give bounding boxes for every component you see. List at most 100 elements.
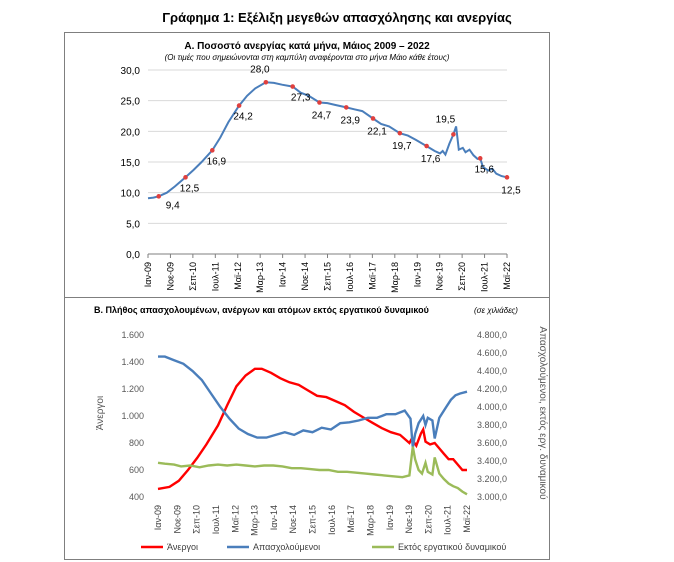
chart-a-x-tick-label: Μαϊ-17	[367, 262, 377, 290]
chart-a-markers: 9,412,516,924,228,027,324,7 23,922,119,71…	[156, 64, 521, 211]
chart-b-right-tick-label: 4.200,0	[477, 384, 507, 394]
chart-b-right-tick-label: 4.000,0	[477, 402, 507, 412]
chart-a-x-tick-label: Ιαν-14	[278, 262, 288, 287]
chart-a-marker-2016.4	[343, 105, 349, 110]
chart-a-data-label: 28,0	[250, 64, 270, 75]
chart-a-y-axis: 0,0 5,0 10,0 15,0 20,0 25,0 30,0	[121, 66, 141, 261]
chart-b-series-εκτός-εργατικού-δυναμικού	[157, 446, 468, 496]
chart-a-title: Α. Ποσοστό ανεργίας κατά μήνα, Μάιος 200…	[184, 41, 430, 52]
chart-b-x-tick-label: Ιαν-19	[385, 505, 395, 530]
chart-b-x-axis: Ιαν-09 Νοε-09 Σεπ-10 Ιουλ-11 Μαϊ-12 Μαρ-13 Ιαν…	[153, 505, 472, 536]
chart-b-x-tick-label: Ιουλ-11	[211, 505, 221, 534]
chart-b-x-tick-label: Ιαν-09	[153, 505, 163, 530]
chart-a-x-tick-label: Σεπ-15	[323, 262, 333, 291]
chart-a-marker-2022.4	[504, 175, 510, 180]
chart-b-x-tick-label: Νοε-09	[172, 505, 182, 534]
panel-divider	[64, 297, 550, 298]
chart-a-marker-2012.4	[236, 103, 242, 108]
chart-a-marker-2011.4	[209, 148, 215, 153]
chart-b-right-tick-label: 3.600,0	[477, 438, 507, 448]
chart-b-right-axis: 3.000,0 3.200,0 3.400,0 3.600,0 3.800,0 4.000…	[477, 330, 507, 502]
chart-b-right-tick-label: 3.800,0	[477, 420, 507, 430]
chart-b-x-tick-label: Ιουλ-16	[327, 505, 337, 535]
chart-b-right-tick-label: 3.200,0	[477, 474, 507, 484]
chart-a-marker-2013.4	[263, 79, 269, 85]
chart-a-x-tick-label: Νοε-19	[435, 262, 445, 291]
chart-a-subtitle: (Οι τιμές που σημειώνονται στη καμπύλη α…	[165, 53, 450, 62]
chart-a-y-tick-label: 20,0	[121, 127, 141, 138]
chart-b-left-tick-label: 400	[129, 492, 144, 502]
chart-b-x-tick-label: Μαϊ-12	[230, 505, 240, 533]
chart-a-x-tick-label: Ιαν-19	[412, 262, 422, 287]
chart-b-x-tick-label: Μαϊ-22	[462, 505, 472, 533]
chart-b-legend-label: Απασχολούμενοι	[253, 542, 320, 552]
chart-a-marker-2014.4	[290, 84, 295, 89]
chart-a-data-label: 24,2	[233, 112, 253, 123]
chart-a-data-label: 16,9	[207, 156, 227, 167]
chart-b-x-tick-label: Σεπ-15	[308, 505, 318, 534]
chart-b-left-tick-label: 800	[129, 438, 144, 448]
chart-b-left-tick-label: 1.200	[121, 384, 144, 394]
chart-a-y-tick-label: 15,0	[121, 158, 141, 169]
chart-a-x-tick-label: Μαϊ-12	[233, 262, 243, 290]
chart-a-data-label: 23,9	[341, 115, 361, 126]
chart-a-x-tick-label: Μαρ-18	[390, 262, 400, 293]
chart-a-x-tick-label: Νοε-09	[165, 262, 175, 291]
chart-a-y-tick-label: 10,0	[121, 189, 141, 200]
chart-b-x-tick-label: Νοε-19	[404, 505, 414, 534]
chart-a-marker-2009.4	[156, 194, 162, 199]
chart-b-x-tick-label: Μαϊ-17	[346, 505, 356, 533]
chart-a-marker-2021.4	[477, 156, 483, 161]
chart-b-title-note: (σε χιλιάδες)	[474, 306, 518, 315]
chart-frame	[64, 32, 550, 560]
chart-a-x-tick-label: Μαρ-13	[255, 262, 265, 293]
chart-a-x-tick-label: Ιουλ-21	[480, 262, 490, 292]
chart-a-x-tick-label: Ιουλ-16	[345, 262, 355, 292]
chart-b-right-tick-label: 4.400,0	[477, 366, 507, 376]
chart-a-data-label: 19,7	[392, 141, 412, 152]
chart-b-x-tick-label: Ιαν-14	[269, 505, 279, 530]
chart-a-marker-2015.4	[317, 100, 322, 105]
chart-a-x-tick-label: Μαϊ-22	[502, 262, 512, 290]
chart-b-left-axis-label: Άνεργοι	[95, 396, 106, 430]
chart-a-unemployment-rate: Α. Ποσοστό ανεργίας κατά μήνα, Μάιος 200…	[121, 41, 522, 293]
chart-a-marker-2020.4	[451, 132, 456, 137]
chart-a-y-tick-label: 30,0	[121, 66, 141, 77]
chart-b-x-tick-label: Σεπ-20	[423, 505, 433, 534]
chart-a-marker-2019.4	[424, 143, 429, 149]
chart-a-x-tick-label: Σεπ-20	[457, 262, 467, 291]
chart-b-left-tick-label: 1.400	[121, 357, 144, 367]
chart-a-y-tick-label: 25,0	[121, 97, 141, 108]
chart-b-right-tick-label: 4.600,0	[477, 348, 507, 358]
chart-b-right-tick-label: 3.400,0	[477, 456, 507, 466]
chart-a-marker-2017.4	[370, 116, 376, 121]
chart-b-title: Β. Πλήθος απασχολουμένων, ανέργων και ατ…	[94, 305, 429, 315]
chart-a-data-label: 22,1	[367, 126, 387, 137]
chart-a-marker-2010.4	[183, 175, 188, 180]
chart-b-legend-label: Άνεργοι	[167, 542, 198, 552]
chart-b-left-tick-label: 600	[129, 465, 144, 475]
chart-a-x-axis: Ιαν-09 Νοε-09 Σεπ-10 Ιουλ-11 Μαϊ-12 Μαρ-13 Ιαν…	[143, 254, 512, 293]
chart-a-data-label: 12,5	[501, 185, 521, 196]
chart-b-series-απασχολούμενοι	[158, 355, 468, 448]
chart-a-data-label: 17,6	[421, 154, 441, 165]
chart-b-series-άνεργοι	[157, 367, 467, 491]
chart-b-right-tick-label: 3.000,0	[477, 492, 507, 502]
chart-a-x-tick-label: Νοε-14	[300, 262, 310, 291]
chart-a-data-label: 27,3	[291, 93, 311, 104]
chart-a-y-tick-label: 0,0	[126, 250, 140, 261]
chart-b-series-lines	[157, 355, 468, 496]
chart-a-data-label: 15,6	[474, 164, 494, 175]
chart-b-left-tick-label: 1.600	[121, 330, 144, 340]
chart-a-x-tick-label: Σεπ-10	[188, 262, 198, 291]
chart-b-right-axis-label: Απασχολούμενοι, εκτός εργ. δυναμικού	[537, 326, 549, 499]
chart-b-left-axis: 400 600 800 1.000 1.200 1.400 1.600	[121, 330, 144, 502]
chart-a-x-tick-label: Ιαν-09	[143, 262, 153, 287]
chart-a-data-label: 9,4	[166, 200, 180, 211]
chart-b-x-tick-label: Σεπ-10	[192, 505, 202, 534]
chart-b-x-tick-label: Νοε-14	[288, 505, 298, 534]
chart-a-data-label: 19,5	[436, 114, 456, 125]
chart-b-left-tick-label: 1.000	[121, 411, 144, 421]
chart-a-marker-2018.4	[397, 130, 403, 136]
